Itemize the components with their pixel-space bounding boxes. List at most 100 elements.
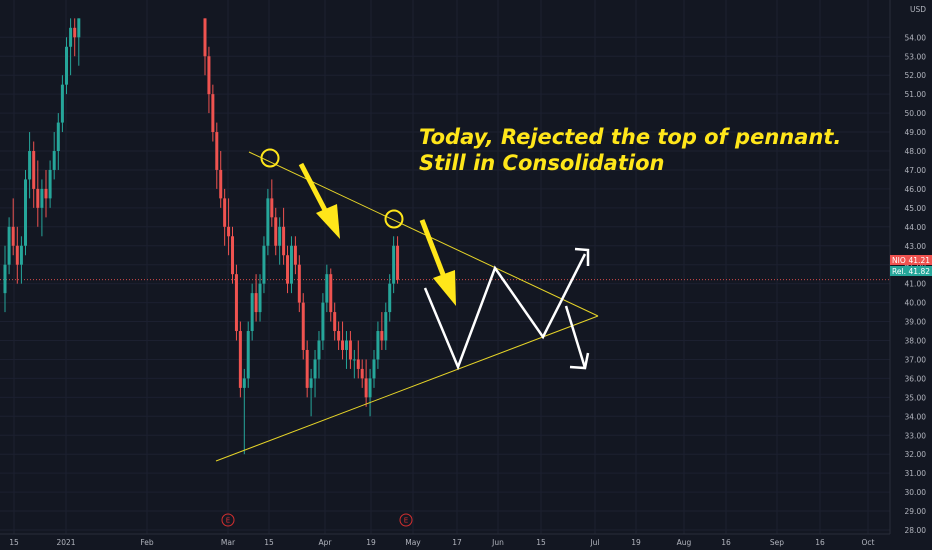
top-touch-circle-1[interactable] [260, 148, 280, 168]
earnings-marker-2[interactable]: E [399, 513, 413, 527]
candle-body [246, 331, 250, 379]
candle-body [219, 169, 223, 199]
candle-body [286, 255, 290, 284]
x-tick-label: May [405, 538, 421, 547]
x-tick-label: 19 [366, 538, 376, 547]
y-tick-label: 44.00 [905, 223, 927, 232]
candle-body [215, 132, 219, 170]
candle-body [396, 245, 400, 280]
y-tick-label: 42.00 [905, 261, 927, 270]
candle-body [3, 264, 7, 294]
candle-body [19, 245, 23, 265]
candle-body [305, 349, 309, 388]
candle-body [337, 331, 341, 341]
candle-body [250, 293, 254, 332]
candle-body [388, 283, 392, 313]
earnings-marker-2-label: E [404, 517, 408, 525]
x-tick-label: 15 [536, 538, 546, 547]
x-tick-label: 2021 [56, 538, 75, 547]
y-tick-label: 30.00 [905, 488, 927, 497]
candle-body [262, 245, 266, 284]
candle-body [321, 302, 325, 341]
x-tick-label: 15 [9, 538, 19, 547]
x-tick-label: Sep [770, 538, 784, 547]
rel-symbol: Rel. [892, 267, 906, 276]
y-tick-label: 28.00 [905, 526, 927, 535]
pennant-lower-trendline[interactable] [215, 315, 599, 462]
candle-body [282, 226, 286, 256]
annotation-line-1: Today, Rejected the top of pennant. [419, 125, 841, 149]
candle-body [24, 179, 27, 246]
x-tick-label: 16 [721, 538, 731, 547]
candle-body [65, 46, 68, 85]
candle-body [392, 245, 396, 284]
nio-price-badge: NIO 41.21 [890, 255, 932, 265]
x-tick-label: 15 [264, 538, 274, 547]
candle-body [73, 27, 77, 38]
nio-symbol: NIO [892, 256, 906, 265]
x-tick-label: Aug [677, 538, 692, 547]
y-tick-label: 32.00 [905, 450, 927, 459]
yellow-arrow-1[interactable] [298, 162, 340, 239]
candle-body [203, 18, 207, 57]
annotation-line-2: Still in Consolidation [419, 151, 664, 175]
y-axis-ticks: 28.00 29.00 30.00 31.00 32.00 33.00 34.00 35.00… [905, 33, 927, 535]
candle-body [7, 226, 11, 265]
candle-body [52, 151, 56, 170]
y-tick-label: 36.00 [905, 374, 927, 383]
x-axis-ticks: 15 2021 Feb Mar 15 Apr 19 May 17 Jun 15 Jul 19 Aug 16 S… [9, 538, 874, 547]
y-tick-label: 38.00 [905, 337, 927, 346]
candle-body [238, 331, 242, 388]
candle-body [313, 359, 317, 379]
candle-body [254, 293, 258, 313]
earnings-marker-1[interactable]: E [221, 513, 235, 527]
y-tick-label: 40.00 [905, 299, 927, 308]
yellow-arrow-2[interactable] [419, 219, 456, 306]
y-tick-label: 54.00 [905, 33, 927, 42]
y-tick-label: 50.00 [905, 109, 927, 118]
y-tick-label: 41.00 [905, 280, 927, 289]
candle-body [360, 368, 364, 379]
candle-body [11, 226, 15, 246]
candle-body [352, 359, 356, 361]
candle-body [325, 274, 329, 303]
y-tick-label: 35.00 [905, 393, 927, 402]
candle-body [48, 169, 52, 199]
candle-body [341, 340, 345, 350]
arrowhead-up [574, 247, 590, 266]
projection-zigzag[interactable] [423, 253, 587, 371]
candle-body [44, 188, 48, 199]
y-tick-label: 43.00 [905, 242, 927, 251]
candle-body [274, 217, 278, 246]
candle-body [364, 378, 368, 398]
candle-body [40, 188, 44, 208]
x-tick-label: Jun [491, 538, 504, 547]
candle-body [384, 312, 388, 341]
x-tick-label: Oct [862, 538, 875, 547]
y-tick-label: 52.00 [905, 71, 927, 80]
candle-body [376, 331, 380, 360]
y-tick-label: 46.00 [905, 185, 927, 194]
y-tick-label: 39.00 [905, 318, 927, 327]
x-axis-panel[interactable] [0, 534, 932, 550]
y-tick-label: 47.00 [905, 166, 927, 175]
candle-body [69, 27, 73, 47]
y-tick-label: 33.00 [905, 431, 927, 440]
projection-down-leg[interactable] [564, 305, 587, 369]
candle-body [211, 94, 215, 133]
candle-body [368, 378, 372, 398]
candle-body [231, 236, 235, 275]
nio-price-value: 41.21 [909, 256, 931, 265]
candle-body [234, 274, 238, 332]
currency-label: USD [910, 5, 926, 14]
candle-body [266, 198, 270, 246]
y-tick-label: 31.00 [905, 469, 927, 478]
y-tick-label: 34.00 [905, 412, 927, 421]
candle-body [227, 226, 231, 237]
candle-body [56, 122, 60, 151]
top-touch-circle-2[interactable] [384, 209, 404, 229]
candle-body [289, 245, 293, 284]
x-tick-label: 17 [452, 538, 462, 547]
candle-body [77, 18, 81, 38]
